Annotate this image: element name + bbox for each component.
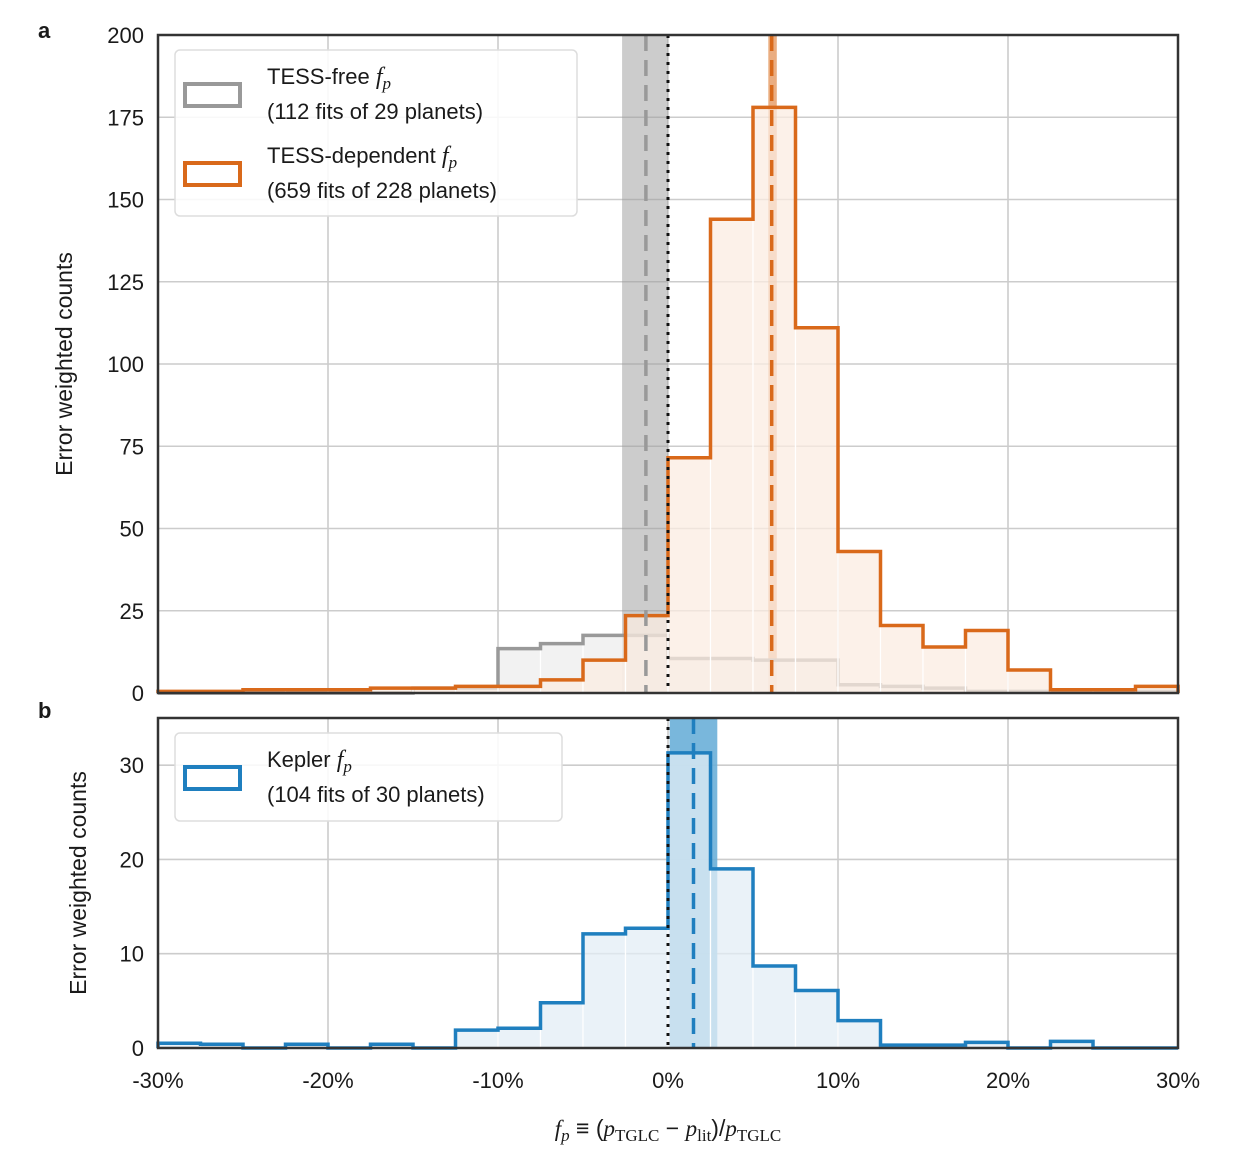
panel-b: 0 10 20 30 -30% -20% -10% 0% 10% 20% 30% Kepler fp (… xyxy=(120,716,1200,1093)
legend-label: Kepler fp xyxy=(267,747,352,776)
histogram-bar xyxy=(709,868,754,1049)
histogram-bar xyxy=(837,550,882,694)
histogram-bar xyxy=(752,965,797,1049)
legend-label-count: (659 fits of 228 planets) xyxy=(267,178,497,203)
legend-label-count: (112 fits of 29 planets) xyxy=(267,99,483,124)
axes-frame xyxy=(156,33,1180,695)
histogram-bar xyxy=(624,927,669,1049)
y-tick-label: 0 xyxy=(132,681,144,706)
legend-swatch xyxy=(183,161,242,187)
legend-label-text: TESS-free xyxy=(267,64,376,89)
histogram-bar xyxy=(667,457,712,694)
axes-frame xyxy=(156,716,1180,1050)
y-tick-label: 20 xyxy=(120,847,144,872)
panel-label-a: a xyxy=(38,18,51,43)
histogram-bar xyxy=(539,1002,584,1049)
legend-swatch xyxy=(183,765,242,791)
legend-label-sub: p xyxy=(381,74,391,93)
histogram-bar xyxy=(624,615,669,694)
y-axis-label-b: Error weighted counts xyxy=(65,771,91,995)
x-tick-label: 0% xyxy=(652,1068,684,1093)
xlabel-minus: − xyxy=(659,1115,685,1141)
y-tick-label: 200 xyxy=(107,23,144,48)
legend-label-count: (104 fits of 30 planets) xyxy=(267,782,485,807)
y-tick-label: 30 xyxy=(120,753,144,778)
histogram-bar xyxy=(539,679,584,694)
panel-label-b: b xyxy=(38,698,51,723)
xlabel-close: )/ xyxy=(711,1115,726,1141)
x-tick-label: 30% xyxy=(1156,1068,1200,1093)
xlabel-tglc-sub: TGLC xyxy=(615,1126,659,1145)
x-tick-label: 20% xyxy=(986,1068,1030,1093)
y-tick-label: 0 xyxy=(132,1036,144,1061)
histogram-bar xyxy=(922,646,967,694)
y-tick-label: 10 xyxy=(120,942,144,967)
xlabel-tglc2-sub: TGLC xyxy=(737,1126,781,1145)
legend-label: TESS-dependent fp xyxy=(267,143,457,172)
legend-label: TESS-free fp xyxy=(267,64,391,93)
legend-label-sub: p xyxy=(448,153,458,172)
y-tick-label: 75 xyxy=(120,434,144,459)
xlabel-f: f xyxy=(555,1116,565,1141)
y-tick-label: 175 xyxy=(107,105,144,130)
histogram-bar xyxy=(964,629,1009,694)
histogram-bar xyxy=(709,218,754,694)
histogram-bar xyxy=(582,933,627,1049)
histogram-bar xyxy=(837,1020,882,1049)
y-tick-label: 100 xyxy=(107,352,144,377)
histogram-bar xyxy=(454,1029,499,1049)
legend-label-math: f xyxy=(337,747,347,773)
y-tick-label: 150 xyxy=(107,188,144,213)
y-axis-label-a: Error weighted counts xyxy=(51,252,77,476)
legend: TESS-free fp(112 fits of 29 planets)TESS… xyxy=(174,49,578,217)
histogram-step-tess-dependent xyxy=(156,105,1180,694)
legend-label-math: f xyxy=(376,64,386,90)
x-tick-label: -20% xyxy=(302,1068,353,1093)
xlabel-p1: p xyxy=(602,1116,616,1141)
legend-label-sub: p xyxy=(342,757,352,776)
histogram-bar xyxy=(794,989,839,1049)
histogram-bar xyxy=(497,1027,542,1049)
y-tick-label: 125 xyxy=(107,270,144,295)
x-axis-label: fp ≡ (pTGLC − plit)/pTGLC xyxy=(555,1115,782,1145)
histogram-bar xyxy=(794,327,839,694)
x-tick-label: -30% xyxy=(132,1068,183,1093)
x-tick-label: 10% xyxy=(816,1068,860,1093)
xlabel-p3: p xyxy=(723,1116,737,1141)
legend-swatch xyxy=(183,82,242,108)
histogram-bar xyxy=(582,659,627,694)
legend: Kepler fp (104 fits of 30 planets) xyxy=(174,732,563,822)
legend-label-math: f xyxy=(442,143,452,169)
legend-label-text: Kepler xyxy=(267,747,337,772)
x-tick-label: -10% xyxy=(472,1068,523,1093)
legend-box xyxy=(174,732,563,822)
y-tick-label: 50 xyxy=(120,517,144,542)
xlabel-lit-sub: lit xyxy=(697,1126,711,1145)
histogram-bar xyxy=(667,752,712,1049)
xlabel-p2: p xyxy=(684,1116,698,1141)
histogram-bar xyxy=(879,624,924,694)
xlabel-p-sub: p xyxy=(560,1126,570,1145)
legend-label-text: TESS-dependent xyxy=(267,143,442,168)
y-tick-label: 25 xyxy=(120,599,144,624)
legend-box xyxy=(174,49,578,217)
histogram-bar xyxy=(1007,669,1052,694)
xlabel-equiv: ≡ ( xyxy=(570,1115,604,1141)
histogram-step-kepler xyxy=(156,751,1178,1050)
histogram-bar xyxy=(752,106,797,694)
